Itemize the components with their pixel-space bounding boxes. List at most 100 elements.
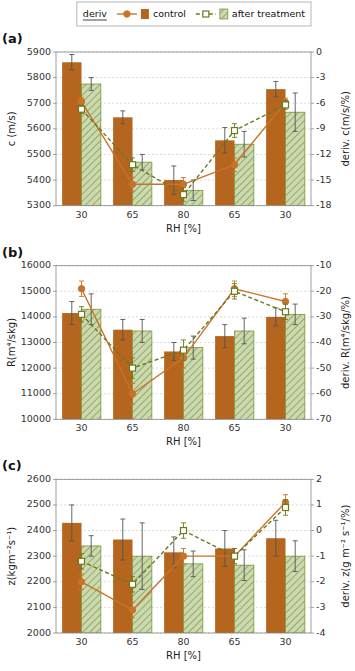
tick-label: -60 (316, 387, 332, 398)
marker (283, 505, 289, 511)
tick (53, 342, 56, 343)
marker (78, 98, 84, 104)
tick-label: 30 (75, 422, 87, 433)
tick (311, 393, 314, 394)
tick-label: 13000 (21, 336, 51, 347)
legend-title-underline (83, 20, 107, 21)
tick (53, 504, 56, 505)
marker (232, 128, 238, 134)
tick (311, 291, 314, 292)
marker (130, 365, 136, 371)
legend-marker (124, 11, 130, 17)
tick-label: 65 (228, 209, 240, 220)
error-bar (171, 537, 176, 568)
legend: deriv control after treatment (77, 2, 311, 26)
error-bar (222, 531, 227, 567)
tick-label: -40 (316, 336, 332, 347)
tick-label: 5400 (27, 174, 51, 185)
error-bar (130, 358, 135, 378)
tick (53, 530, 56, 531)
legend-swatch (141, 9, 149, 19)
marker (129, 607, 135, 613)
tick-label: 5800 (27, 71, 51, 82)
error-bar (222, 325, 227, 348)
tick (53, 479, 56, 480)
tick-label: 16000 (21, 259, 51, 270)
error-bar (283, 101, 288, 110)
tick-label: -6 (316, 97, 325, 108)
tick-label: 65 (126, 209, 138, 220)
plot-area (62, 55, 305, 206)
tick (311, 52, 314, 53)
error-bar (232, 158, 237, 172)
line (82, 289, 286, 394)
legend-title: deriv (83, 8, 107, 19)
bar (164, 351, 183, 419)
panel: 10000110001200013000140001500016000-70-6… (2, 245, 351, 448)
title: (a) (2, 31, 23, 46)
line (82, 502, 286, 610)
line (82, 508, 286, 585)
error-bar (293, 93, 298, 131)
marker (232, 553, 238, 559)
tick (53, 419, 56, 420)
y2-axis-label: deriv. c(m/s/%) (340, 91, 351, 166)
tick-label: 5600 (27, 122, 51, 133)
tick (311, 419, 314, 420)
y2-axis-label: deriv. R(m⁴/skg/%) (340, 296, 351, 389)
tick-label: 80 (177, 209, 189, 220)
error-bar (181, 548, 186, 563)
error-bar (181, 188, 186, 202)
tick (53, 368, 56, 369)
tick (53, 52, 56, 53)
marker (283, 102, 289, 108)
tick-label: 12000 (21, 362, 51, 373)
error-bar (181, 523, 186, 538)
legend-item: control (117, 8, 186, 20)
tick-label: 0 (316, 524, 322, 535)
tick-label: -50 (316, 362, 332, 373)
error-bar (181, 340, 186, 360)
error-bar (273, 520, 278, 556)
error-bar (130, 577, 135, 592)
y-axis-label: z(kgm⁻²s⁻¹) (6, 527, 17, 586)
plot-area (62, 495, 305, 633)
panel: 5300540055005600570058005900-18-15-12-9-… (2, 31, 351, 234)
x-axis-label: RH [%] (166, 223, 201, 234)
legend-marker (203, 11, 209, 17)
bar (62, 62, 81, 205)
y2-axis-label: deriv. z(g m⁻² s⁻¹/%) (340, 505, 351, 608)
grid-line (56, 77, 311, 78)
error-bar (191, 180, 196, 200)
grid-line (56, 504, 311, 505)
tick (53, 205, 56, 206)
tick (311, 316, 314, 317)
error-bar (283, 500, 288, 515)
tick-label: -30 (316, 310, 332, 321)
panel: 2000210022002300240025002600-4-3-2-10123… (2, 458, 351, 661)
error-bar (120, 519, 125, 560)
tick-label: -3 (316, 71, 325, 82)
tick-label: 65 (228, 422, 240, 433)
marker (79, 106, 85, 112)
error-bar (232, 284, 237, 299)
tick (53, 633, 56, 634)
tick (53, 291, 56, 292)
error-bar (232, 548, 237, 563)
tick-label: 30 (279, 209, 291, 220)
frame (56, 52, 311, 206)
bar (82, 309, 101, 419)
error-bar (242, 318, 247, 344)
x-axis-label: RH [%] (166, 650, 201, 661)
tick-label: -20 (316, 285, 332, 296)
tick-label: -9 (316, 122, 325, 133)
marker (231, 161, 237, 167)
tick-label: 5500 (27, 148, 51, 159)
error-bar (171, 343, 176, 361)
marker (180, 181, 186, 187)
legend-label: after treatment (232, 8, 305, 19)
marker (130, 162, 136, 168)
tick-label: -18 (316, 199, 332, 210)
tick (53, 556, 56, 557)
marker (181, 192, 187, 198)
